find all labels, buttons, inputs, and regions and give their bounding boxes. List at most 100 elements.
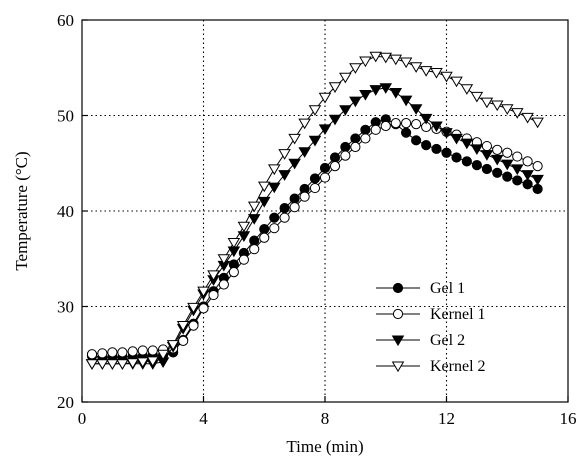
data-point [249,235,260,246]
data-point [228,267,239,278]
legend-label: Kernel 1 [430,306,486,323]
data-point [340,141,351,153]
data-point [521,112,534,124]
data-point [156,349,170,361]
data-point [218,279,229,290]
y-tick-label: 60 [57,11,74,30]
data-point [480,150,494,161]
data-point [369,85,383,96]
data-point [500,104,514,115]
data-point [430,67,443,79]
data-point [137,345,148,356]
y-tick-label: 20 [57,393,74,412]
data-point [359,56,372,68]
data-point [379,52,393,64]
data-point [502,171,513,182]
data-point [532,183,543,195]
data-point [298,118,311,130]
data-point [380,120,391,132]
series-group [85,51,544,370]
data-point [369,51,383,63]
data-point [85,359,99,370]
data-point [269,212,280,223]
legend-marker [391,361,405,373]
data-point [309,182,321,194]
data-point [411,135,422,146]
y-axis-title: Temperature (°C) [12,151,31,270]
data-point [532,161,543,172]
data-point [267,182,281,194]
data-point [440,128,453,139]
data-point [450,76,463,88]
y-tick-label: 30 [57,298,74,317]
data-point [187,302,200,314]
series-3 [85,83,544,370]
data-point [430,121,443,133]
data-point [379,83,393,94]
data-point [421,140,432,151]
data-point [208,289,219,301]
data-point [267,164,281,176]
data-point [399,95,413,107]
data-point [481,140,492,152]
data-point [259,224,270,235]
data-point [308,105,322,116]
data-point [521,170,534,181]
data-point [350,141,361,153]
data-point [257,196,271,208]
data-point [279,212,290,223]
legend-item: Gel 2 [376,332,465,349]
data-point [350,133,361,144]
data-point [409,104,423,115]
data-point [289,193,300,204]
data-point [257,181,271,193]
data-point [349,63,362,74]
data-point [176,321,190,332]
data-point [247,201,261,213]
data-point [411,118,422,130]
data-point [451,152,462,163]
data-point [96,359,109,370]
data-point [399,57,413,69]
data-point [339,105,352,116]
data-point [278,170,291,181]
data-point [431,143,442,155]
data-point [340,150,351,161]
x-tick-label: 12 [438,409,455,428]
y-tick-label: 40 [57,202,74,221]
data-point [401,118,412,129]
data-point [107,347,118,358]
data-point [319,172,331,183]
grid [82,20,568,402]
data-point [308,135,322,147]
data-point [188,320,199,331]
data-point [510,164,524,176]
data-point [492,144,503,155]
data-point [106,359,119,370]
legend-item: Kernel 2 [376,358,486,375]
data-point [490,154,504,166]
data-point [461,156,472,167]
data-point [318,92,332,104]
data-point [329,152,341,163]
data-point [127,346,138,357]
data-point [360,124,371,135]
data-point [419,113,433,125]
data-point [298,147,311,158]
data-point [207,270,220,282]
data-point [299,191,310,202]
data-point [318,124,332,135]
data-point [217,254,231,265]
data-point [116,359,129,370]
data-point [288,158,301,170]
data-point [146,356,160,368]
data-point [460,84,474,95]
legend-label: Gel 2 [430,332,465,349]
data-point [389,88,403,99]
data-point [288,133,301,145]
data-point [178,335,189,346]
data-point [389,54,403,66]
data-point [247,214,261,225]
data-point [117,347,128,358]
